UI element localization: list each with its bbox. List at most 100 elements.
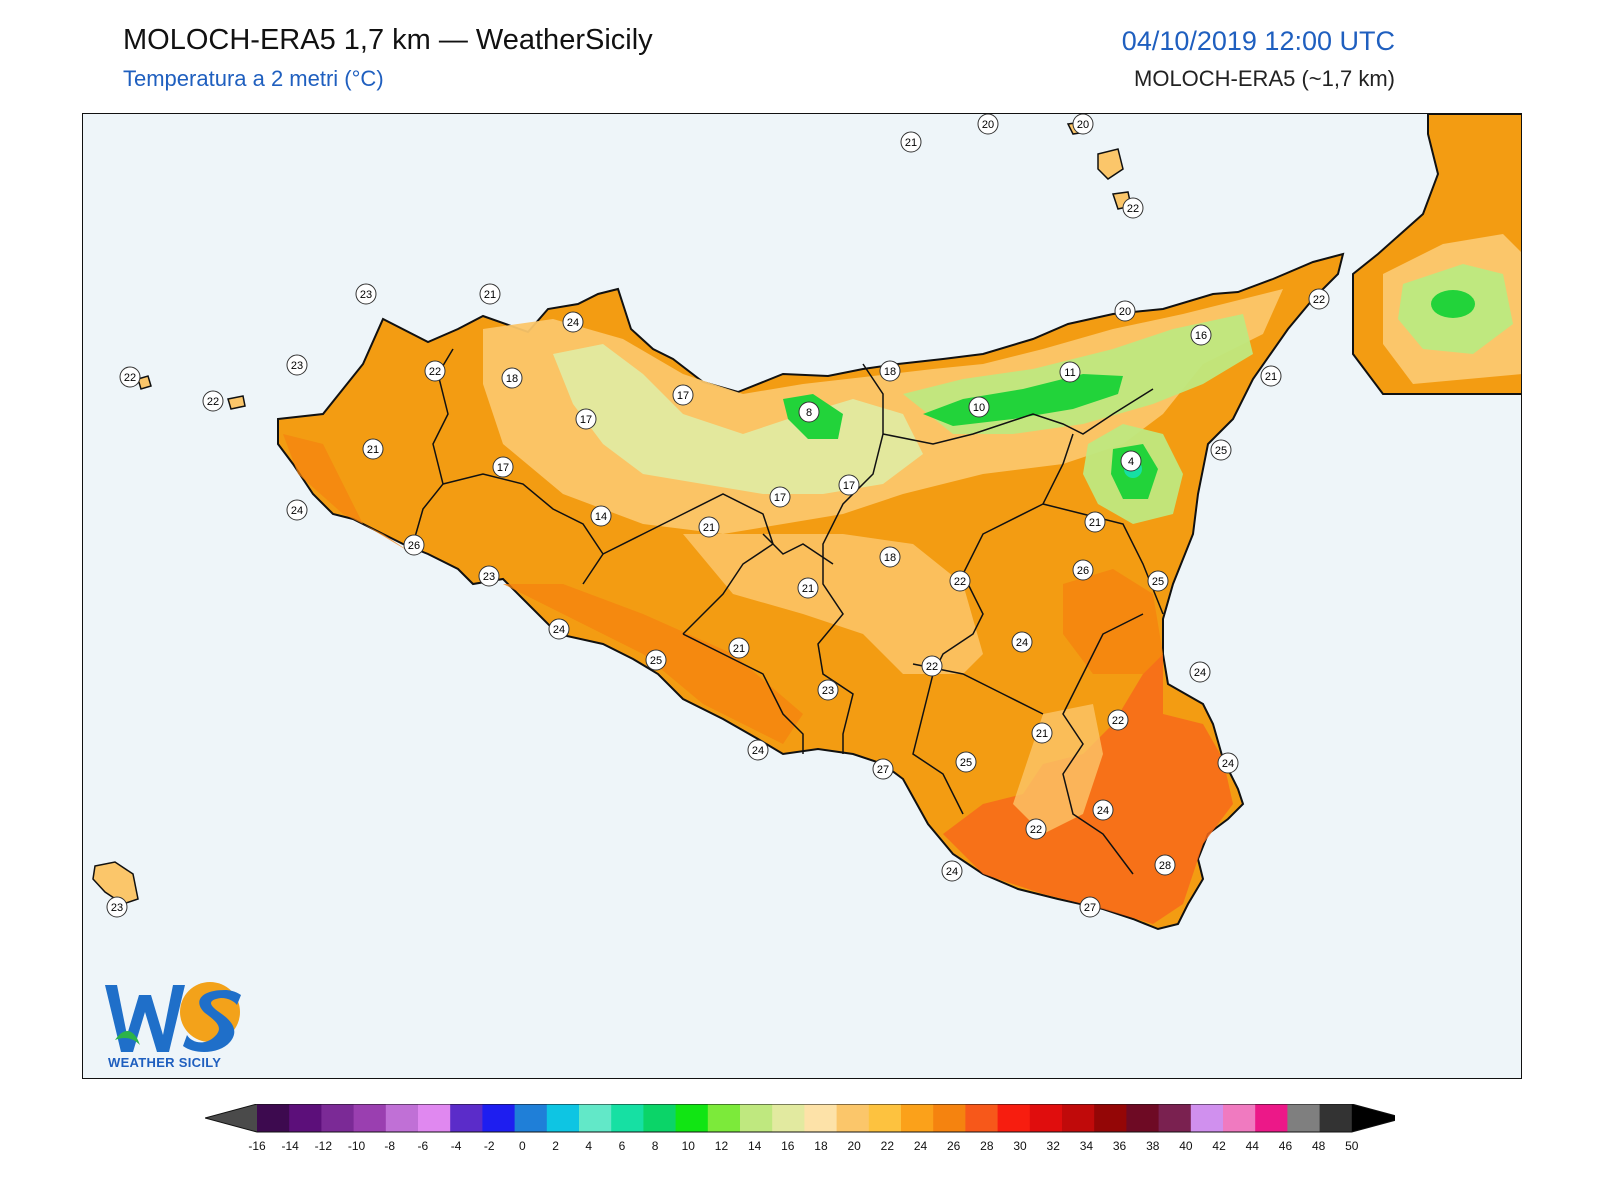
station-marker: 24 [1217,752,1239,774]
colorbar-tick-label: -6 [418,1139,429,1153]
station-value: 16 [1195,330,1207,342]
colorbar-cell [836,1104,870,1132]
station-marker: 18 [879,546,901,568]
station-value: 22 [1030,824,1042,836]
colorbar-tick-label: 50 [1345,1139,1359,1153]
station-marker: 23 [478,565,500,587]
favignana-island [227,395,246,410]
station-marker: 23 [355,283,377,305]
station-marker: 20 [977,114,999,135]
station-value: 25 [960,757,972,769]
station-marker: 18 [879,360,901,382]
station-value: 24 [1194,667,1206,679]
station-marker: 25 [1147,570,1169,592]
colorbar-cell [740,1104,773,1132]
station-marker: 23 [286,354,308,376]
station-marker: 21 [1031,722,1053,744]
colorbar-tick-label: 12 [715,1139,729,1153]
station-value: 10 [973,402,985,414]
colorbar-tick-label: 18 [814,1139,828,1153]
colorbar-cell [901,1104,934,1132]
station-value: 25 [650,655,662,667]
station-marker: 22 [1107,709,1129,731]
map-subtitle: Temperatura a 2 metri (°C) [123,66,384,91]
station-value: 24 [946,866,958,878]
station-marker: 22 [202,390,224,412]
colorbar-tick-label: 10 [682,1139,696,1153]
station-marker: 17 [575,408,597,430]
colorbar-tick-label: 44 [1246,1139,1260,1153]
station-value: 23 [291,360,303,372]
colorbar-cell [1158,1104,1192,1132]
station-value: 21 [1036,728,1048,740]
station-value: 24 [1222,758,1234,770]
station-value: 24 [752,745,764,757]
station-value: 27 [1084,902,1096,914]
station-value: 17 [774,492,786,504]
station-value: 25 [1215,445,1227,457]
station-value: 24 [553,624,565,636]
station-marker: 24 [941,860,963,882]
colorbar-cell [643,1104,677,1132]
colorbar-tick-label: 46 [1279,1139,1293,1153]
map-frame[interactable]: 20 20 21 22 23 21 24 22 20 16 23 22 18 17 18 11 22 22 8 10 1… [82,113,1522,1079]
station-marker: 25 [1210,439,1232,461]
station-marker: 17 [672,384,694,406]
calabria-cold-core [1431,290,1475,318]
colorbar-tick-label: 20 [847,1139,861,1153]
colorbar-cell [965,1104,999,1132]
station-marker: 26 [403,534,425,556]
station-value: 8 [806,407,812,419]
colorbar-tick-label: 48 [1312,1139,1326,1153]
weather-sicily-logo [105,982,241,1052]
colorbar-cell [482,1104,516,1132]
station-marker: 22 [1122,197,1144,219]
station-marker: 21 [1260,365,1282,387]
station-value: 23 [111,902,123,914]
station-marker: 10 [968,396,990,418]
station-marker: 27 [1079,896,1101,918]
station-marker: 22 [1308,288,1330,310]
station-value: 4 [1128,456,1134,468]
colorbar-tick-label: 16 [781,1139,795,1153]
station-marker: 21 [900,131,922,153]
colorbar-cell [675,1104,709,1132]
colorbar-cell [997,1104,1031,1132]
colorbar-cell [385,1104,419,1132]
station-marker: 24 [562,311,584,333]
province-boundaries [412,348,1164,875]
station-marker: 18 [501,367,523,389]
marettimo-island [137,375,152,390]
colorbar-tick-label: -10 [348,1139,366,1153]
colorbar-tick-label: 4 [585,1139,592,1153]
station-value: 24 [567,317,579,329]
station-value: 21 [484,289,496,301]
colorbar-tick-label: 14 [748,1139,762,1153]
station-value: 23 [360,289,372,301]
station-marker: 21 [1084,511,1106,533]
station-value: 22 [926,661,938,673]
station-value: 24 [1097,805,1109,817]
colorbar-cell [579,1104,612,1132]
colorbar-tick-label: 40 [1179,1139,1193,1153]
station-value: 21 [1089,517,1101,529]
colorbar-cell [289,1104,322,1132]
colorbar-tick-label: -14 [282,1139,300,1153]
hot-zone-southwest [503,584,803,744]
station-value: 22 [1112,715,1124,727]
colorbar-cell [1223,1104,1256,1132]
station-value: 20 [1119,306,1131,318]
colorbar-cell [1126,1104,1160,1132]
colorbar-cell [1062,1104,1095,1132]
colorbar-cell [1255,1104,1288,1132]
colorbar-cell [418,1104,451,1132]
hot-zone-west [283,434,413,554]
colorbar-tick-label: 38 [1146,1139,1160,1153]
station-marker: 24 [548,618,570,640]
station-value: 28 [1159,860,1171,872]
station-marker: 16 [1190,324,1212,346]
map-title: MOLOCH-ERA5 1,7 km — WeatherSicily [123,24,653,56]
valid-datetime: 04/10/2019 12:00 UTC [1121,26,1395,56]
colorbar-cell [804,1104,838,1132]
station-value: 20 [982,119,994,131]
